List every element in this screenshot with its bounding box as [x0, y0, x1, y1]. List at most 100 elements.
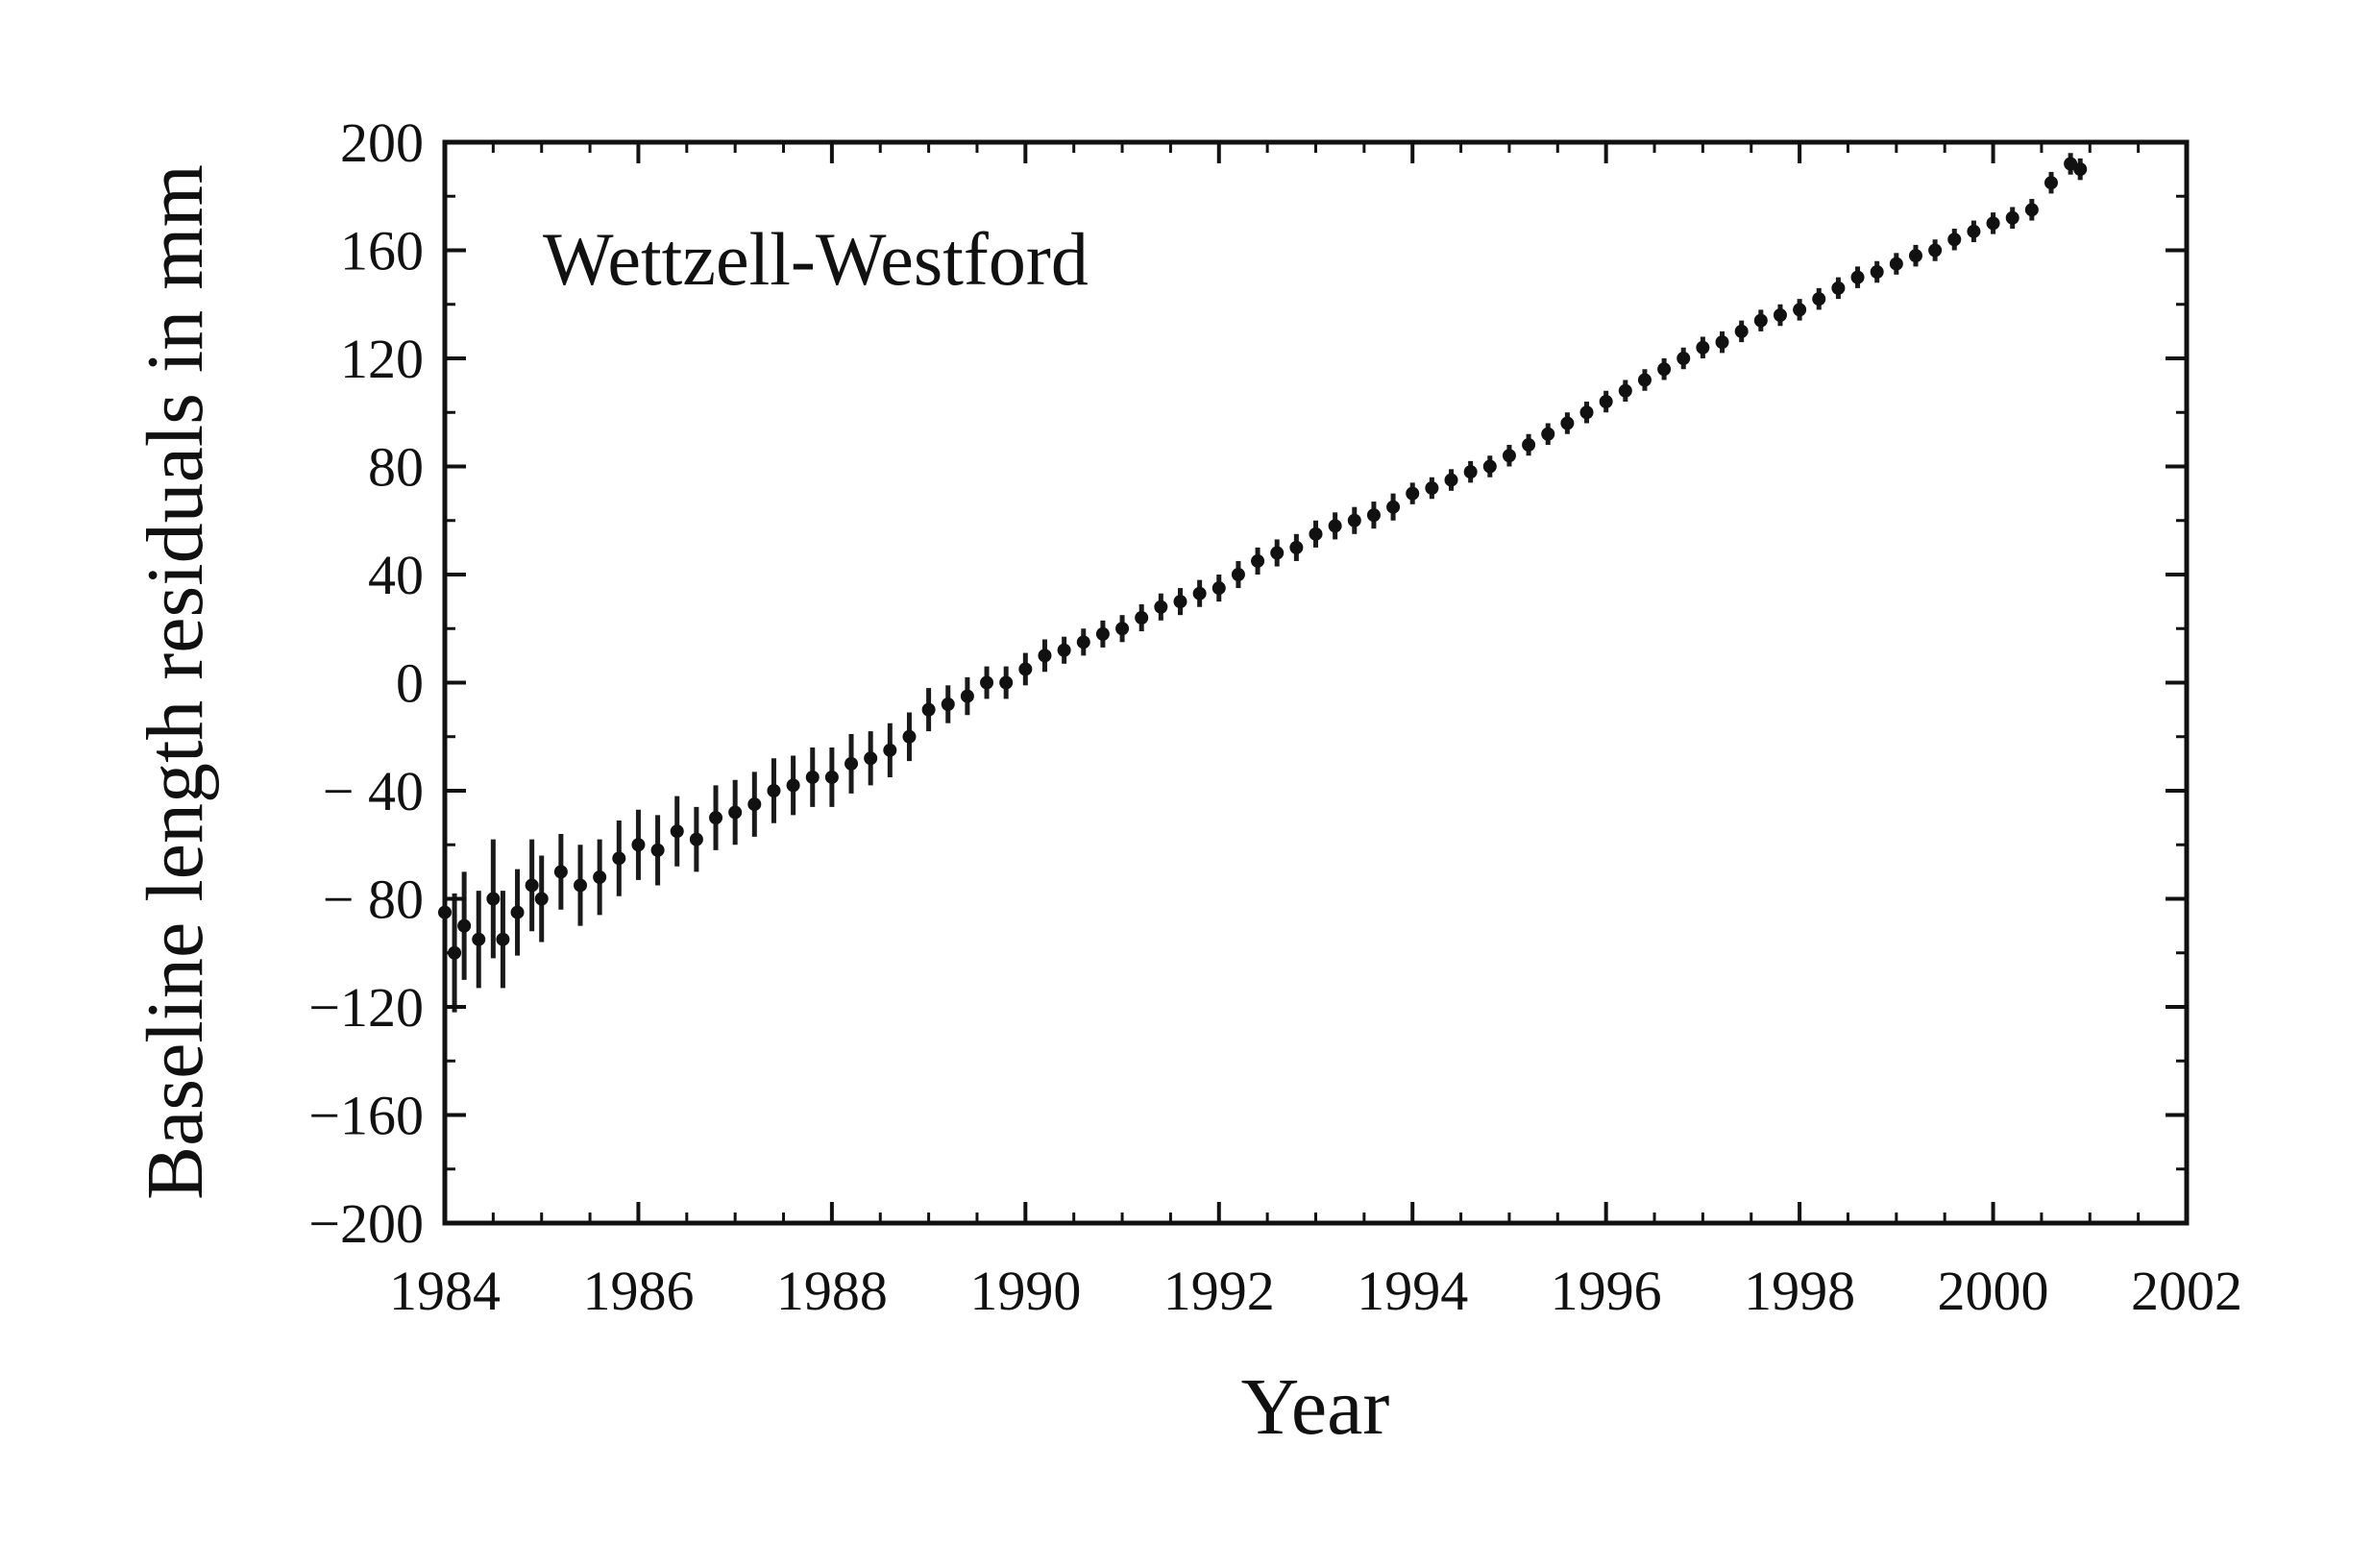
data-point [1057, 643, 1071, 657]
data-point [1676, 352, 1691, 365]
data-point [728, 805, 743, 820]
data-point [631, 838, 646, 852]
data-point [1289, 540, 1304, 554]
data-point [941, 698, 955, 711]
y-tick-label: 40 [368, 544, 424, 606]
data-point [1270, 546, 1285, 560]
data-point [883, 743, 897, 757]
data-point [472, 932, 486, 946]
data-point [1618, 383, 1632, 398]
data-point [1812, 292, 1826, 306]
x-tick-label: 1996 [1551, 1260, 1662, 1322]
tick-labels: 1984 1986 1988 1990 1992 1994 1996 1998 2000 2002… [308, 111, 2242, 1322]
y-tick-label: −200 [308, 1192, 424, 1255]
x-tick-label: 1986 [582, 1260, 694, 1322]
data-point [1522, 438, 1536, 452]
data-point [1599, 395, 1613, 408]
data-point [1928, 243, 1943, 257]
x-tick-label: 2002 [2131, 1260, 2242, 1322]
data-point [1154, 600, 1168, 614]
data-point [1831, 281, 1846, 295]
y-tick-label: − 40 [323, 760, 424, 822]
data-point [1793, 303, 1807, 317]
data-point [574, 878, 588, 893]
y-axis-title: Baseline length residuals in mm [131, 164, 220, 1200]
data-point [1482, 459, 1497, 474]
data-point [902, 729, 917, 744]
data-point [1018, 662, 1033, 676]
data-point [864, 751, 878, 766]
x-tick-label: 1994 [1357, 1260, 1468, 1322]
chart-annotation: Wettzell-Westford [543, 217, 1089, 301]
data-point [1347, 513, 1361, 527]
x-tick-label: 1998 [1744, 1260, 1855, 1322]
y-tick-label: 200 [340, 111, 424, 174]
y-tick-label: 120 [340, 328, 424, 390]
data-point [486, 892, 501, 906]
x-tick-label: 1984 [389, 1260, 501, 1322]
data-point [709, 811, 723, 825]
y-tick-label: 160 [340, 220, 424, 282]
data-point [1579, 405, 1594, 420]
data-point [1696, 340, 1710, 355]
data-point [786, 778, 800, 793]
data-point [2044, 176, 2058, 190]
x-tick-label: 1992 [1163, 1260, 1275, 1322]
data-point [1309, 527, 1323, 541]
y-tick-label: −160 [308, 1085, 424, 1147]
data-point [1463, 465, 1478, 479]
data-point [747, 797, 762, 812]
data-point [1560, 416, 1575, 430]
data-point [2073, 162, 2088, 177]
data-point [1038, 649, 1052, 663]
data-point [1231, 568, 1245, 581]
data-point [510, 905, 525, 919]
data-point [457, 919, 472, 933]
data-point [1637, 373, 1652, 387]
data-point [1502, 449, 1516, 463]
series-layer [438, 153, 2088, 1013]
data-point [824, 770, 839, 784]
data-point [1734, 324, 1749, 338]
data-point [612, 851, 626, 866]
data-point [1753, 313, 1768, 328]
data-point [1715, 335, 1729, 350]
data-point [1328, 519, 1342, 533]
plot-frame [442, 139, 2190, 1226]
data-point [1192, 586, 1207, 600]
data-point [844, 756, 859, 771]
data-point [553, 865, 568, 879]
y-tick-label: − 80 [323, 869, 424, 931]
data-point [1541, 427, 1555, 441]
data-point [1425, 481, 1439, 495]
data-point [1967, 224, 1981, 238]
x-tick-label: 2000 [1938, 1260, 2049, 1322]
data-point [1251, 553, 1265, 568]
data-point [670, 824, 684, 839]
data-point [534, 892, 549, 906]
data-point [921, 702, 936, 717]
data-point [980, 675, 994, 690]
axis-ticks [443, 140, 2189, 1225]
data-point [1386, 500, 1401, 514]
data-point [1773, 308, 1787, 322]
data-point [1657, 362, 1672, 377]
data-point [1870, 265, 1884, 279]
data-point [1947, 233, 1962, 247]
data-point [1850, 270, 1865, 284]
data-point [960, 689, 974, 703]
data-point [689, 832, 703, 846]
y-tick-label: 80 [368, 436, 424, 499]
data-point [525, 878, 539, 893]
x-tick-label: 1990 [969, 1260, 1081, 1322]
data-point [805, 770, 820, 784]
data-point [1211, 581, 1226, 596]
data-point [2005, 210, 2019, 225]
data-point [1986, 216, 2000, 231]
data-point [2024, 203, 2039, 217]
data-point [1889, 257, 1903, 271]
data-point [1076, 635, 1090, 649]
y-tick-label: 0 [396, 652, 424, 715]
y-tick-label: −120 [308, 976, 424, 1039]
